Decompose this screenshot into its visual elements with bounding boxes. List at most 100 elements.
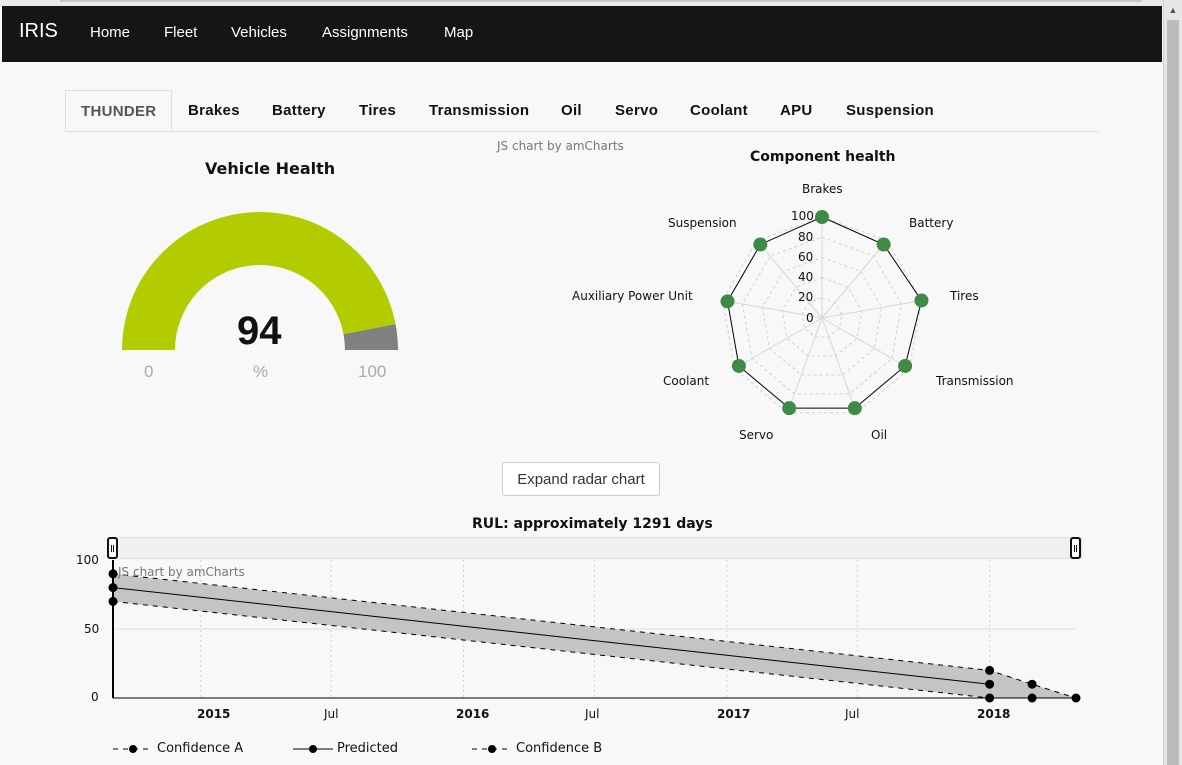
gauge-max-label: 100 [358,362,387,381]
radar-point[interactable] [720,294,735,309]
radar-label-coolant: Coolant [663,374,710,388]
radar-tick-0: 0 [806,311,814,325]
series-confidence-a-point [108,596,118,606]
radar-point[interactable] [914,293,929,308]
nav-link-map[interactable]: Map [444,24,474,41]
series-confidence-b-point [108,569,118,579]
gauge-min-label: 0 [144,362,154,381]
component-radar-chart [720,210,929,416]
x-tick-2017: 2017 [717,707,751,721]
series-confidence-a-point [985,693,995,703]
gauge-remaining-arc [343,324,398,350]
x-tick-2015: 2015 [197,707,231,721]
radar-label-servo: Servo [739,428,774,442]
series-predicted-point [985,679,995,689]
radar-point[interactable] [731,358,746,373]
radar-axis-line [722,299,823,319]
y-tick-0: 0 [91,690,99,704]
rul-title: RUL: approximately 1291 days [472,516,713,532]
gauge-unit-label: % [253,362,269,381]
radar-label-apu: Auxiliary Power Unit [572,289,693,303]
legend-confidence-a[interactable]: Confidence A [113,741,243,756]
tab-apu[interactable]: APU [780,102,813,119]
expand-radar-button[interactable]: Expand radar chart [502,462,660,496]
series-predicted [112,587,990,685]
radar-tick-60: 60 [798,250,814,264]
radar-axis-line [821,317,910,369]
radar-tick-20: 20 [798,290,814,304]
legend-dashed-dot-icon [113,744,153,753]
radar-tick-40: 40 [798,270,814,284]
tab-thunder[interactable]: THUNDER [65,90,173,131]
series-confidence-b-point [1027,679,1037,689]
radar-grid-ring [761,256,883,376]
radar-series-line [726,216,923,409]
scrollbar-left-grip-icon[interactable] [107,537,118,559]
gauge-title: Vehicle Health [205,159,336,178]
radar-label-transmission: Transmission [936,374,1014,388]
nav-link-home[interactable]: Home [90,24,131,41]
tab-transmission[interactable]: Transmission [429,102,530,119]
chart-scrollbar[interactable] [110,537,1082,559]
legend-dashed-dot-icon [472,744,512,753]
amcharts-credit-rul[interactable]: JS chart by amCharts [118,565,245,579]
navbar: IRIS Home Fleet Vehicles Assignments Map [2,6,1162,62]
radar-grid-ring [741,236,903,395]
legend-label-confidence-b: Confidence B [516,741,603,756]
radar-point[interactable] [898,358,913,373]
nav-link-assignments[interactable]: Assignments [322,24,408,41]
radar-point[interactable] [847,401,862,416]
legend-confidence-b[interactable]: Confidence B [472,741,602,756]
radar-label-suspension: Suspension [668,216,737,230]
scroll-up-icon[interactable]: ▲ [1168,5,1178,15]
radar-label-brakes: Brakes [802,182,843,196]
legend-predicted[interactable]: Predicted [293,741,398,756]
brand-logo[interactable]: IRIS [19,20,58,42]
scrollbar-right-grip-icon[interactable] [1070,537,1081,559]
gauge-value: 94 [237,309,282,353]
scroll-thumb[interactable] [1167,20,1179,765]
tab-coolant[interactable]: Coolant [690,102,748,119]
radar-title: Component health [750,149,896,165]
radar-axis-line [821,240,888,319]
series-confidence-a [112,600,1033,699]
tab-brakes[interactable]: Brakes [188,102,240,119]
radar-tick-80: 80 [798,230,814,244]
tab-oil[interactable]: Oil [561,102,582,119]
radar-point[interactable] [815,210,829,224]
x-tick-jul-2017: Jul [845,707,860,721]
x-tick-jul-2015: Jul [324,707,339,721]
series-confidence-b-point [985,665,995,675]
radar-label-tires: Tires [950,289,979,303]
gauge-fill-arc [122,212,396,350]
radar-grid-ring [801,297,843,338]
radar-axis-line [821,317,858,414]
radar-grid-ring [722,216,922,414]
radar-label-oil: Oil [871,428,888,442]
component-tabs: THUNDER Brakes Battery Tires Transmissio… [65,90,1099,132]
y-tick-100: 100 [76,553,99,567]
legend-label-predicted: Predicted [337,741,399,756]
nav-link-fleet[interactable]: Fleet [164,24,198,41]
series-confidence-b-point [1071,693,1081,703]
legend-solid-dot-icon [293,744,333,753]
radar-point[interactable] [753,237,768,252]
tab-servo[interactable]: Servo [615,102,659,119]
series-confidence-a-point [1027,693,1037,703]
radar-axis-line [756,240,823,319]
y-tick-50: 50 [84,622,100,636]
radar-label-battery: Battery [909,216,954,230]
series-confidence-b [112,573,1077,699]
tab-suspension[interactable]: Suspension [846,102,935,119]
tab-battery[interactable]: Battery [272,102,326,119]
tab-tires[interactable]: Tires [359,102,397,119]
radar-point[interactable] [876,237,891,252]
series-predicted-point [108,583,118,593]
page-scrollbar[interactable]: ▲ [1163,0,1182,765]
confidence-band [113,573,1076,698]
radar-point[interactable] [782,401,797,416]
nav-link-vehicles[interactable]: Vehicles [231,24,287,41]
radar-axis-line [821,299,922,319]
amcharts-credit-radar[interactable]: JS chart by amCharts [497,139,624,153]
x-tick-jul-2016: Jul [585,707,600,721]
